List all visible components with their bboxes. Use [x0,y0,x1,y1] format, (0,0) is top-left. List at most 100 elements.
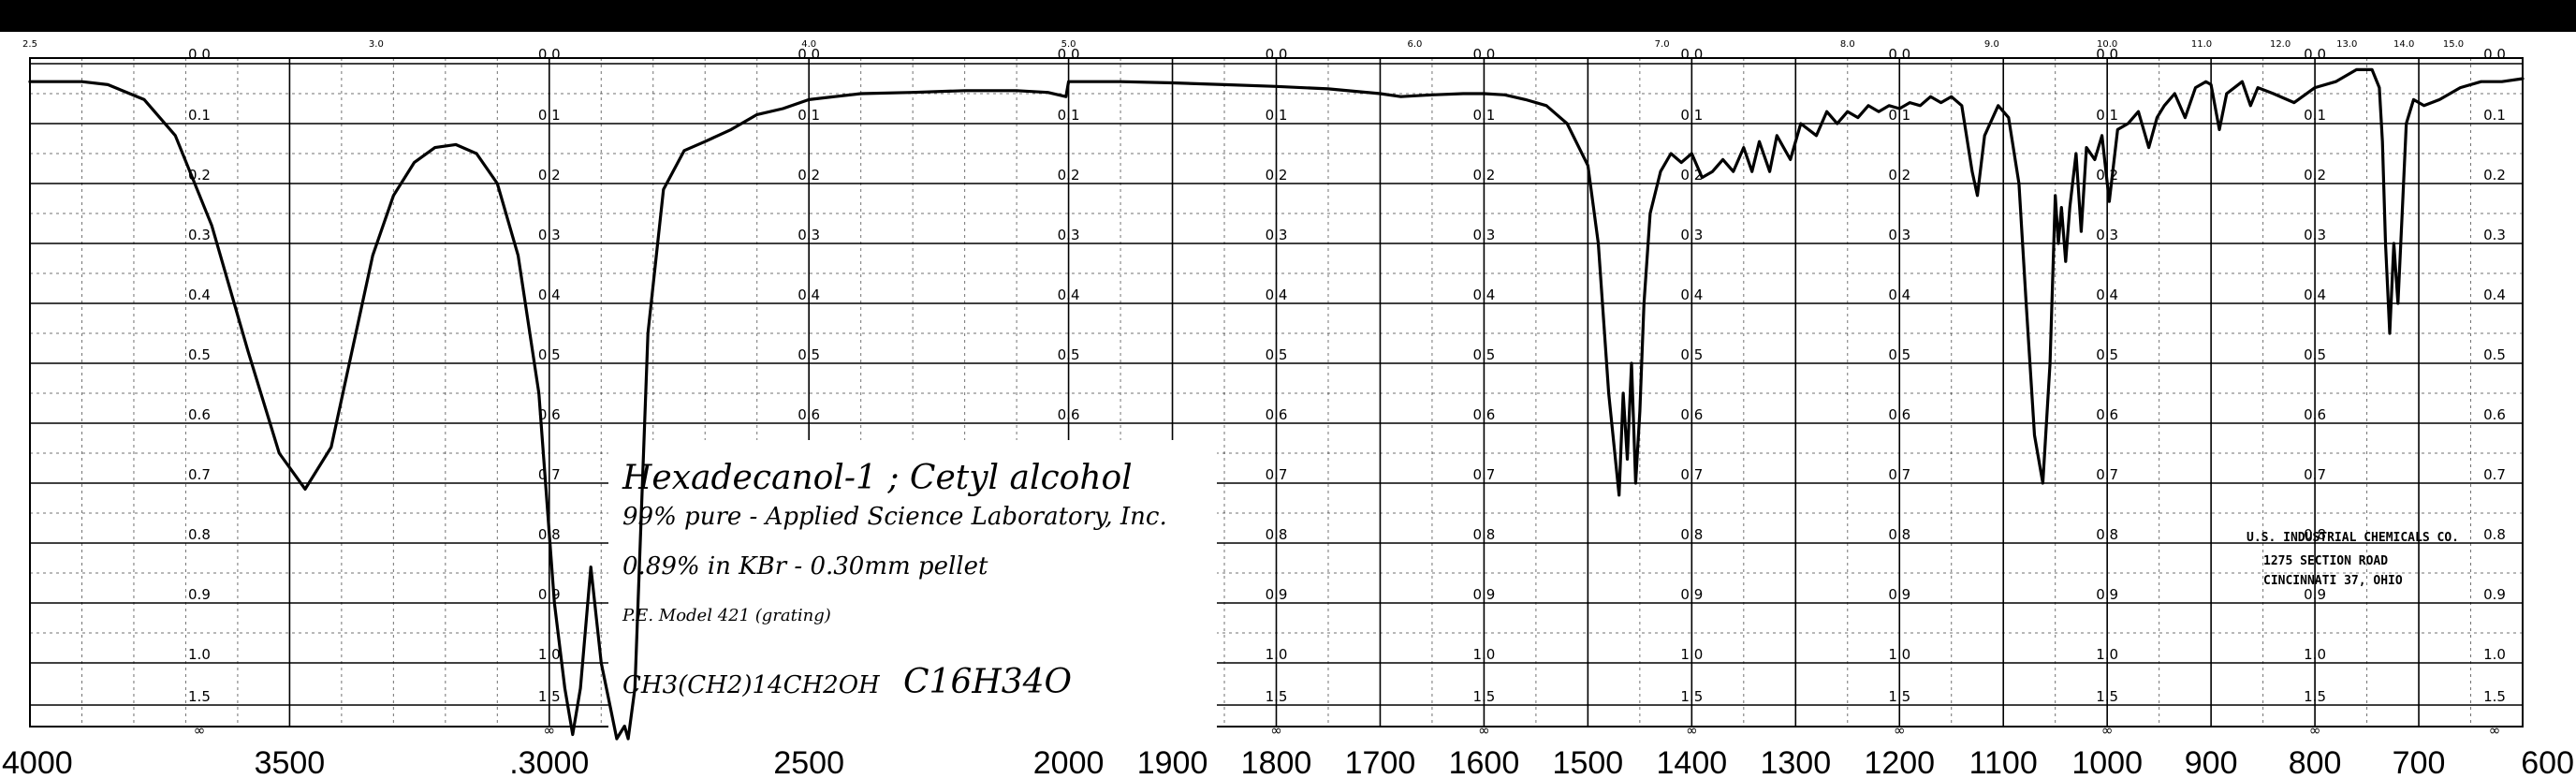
wavelength-tick-label: 12.0 [2270,39,2291,50]
wavenumber-tick-label: 900 [2185,745,2238,779]
absorbance-label: 0.4 [798,287,820,303]
absorbance-label: 1.5 [1680,688,1703,705]
wavenumber-tick-label: 1900 [1137,745,1208,779]
wavenumber-tick-label: .3000 [509,745,589,779]
absorbance-label: 0.0 [2096,46,2118,63]
purity-note: 99% pure - Applied Science Laboratory, I… [622,503,1167,531]
absorbance-label: 0.7 [2096,466,2118,483]
absorbance-label: 0.3 [1680,227,1703,243]
wavenumber-tick-label: 1600 [1449,745,1520,779]
wavenumber-tick-label: 2500 [773,745,844,779]
absorbance-label: 0.0 [1058,46,1080,63]
wavenumber-tick-label: 1200 [1864,745,1935,779]
absorbance-label: 0.0 [798,46,820,63]
wavelength-tick-label: 5.0 [1061,39,1076,50]
absorbance-label: 0.7 [1266,466,1288,483]
absorbance-label: 0.3 [2096,227,2118,243]
absorbance-label: 0.8 [1472,526,1495,543]
absorbance-label: 0.4 [1888,287,1910,303]
absorbance-label: 0.1 [538,107,561,124]
wavelength-tick-label: 9.0 [1984,39,1999,50]
absorbance-label: 0.1 [1472,107,1495,124]
stamp-line-2: 1275 SECTION ROAD [2263,554,2388,568]
chart-grid [29,57,2524,728]
absorbance-label: 0.5 [2483,346,2506,363]
wavelength-tick-label: 6.0 [1407,39,1422,50]
annotation-box: Hexadecanol-1 ; Cetyl alcohol 99% pure -… [608,440,1217,740]
absorbance-label: 1.5 [188,688,211,705]
absorbance-label: 0.1 [1888,107,1910,124]
absorbance-label: 0.9 [2304,586,2326,603]
top-black-bar [0,0,2576,32]
absorbance-label: 1.5 [1472,688,1495,705]
absorbance-label: 0.6 [1472,406,1495,423]
absorbance-label: 0.4 [2096,287,2118,303]
absorbance-label: 0.2 [2483,167,2506,184]
absorbance-label: 0.9 [1266,586,1288,603]
absorbance-label: 0.6 [1266,406,1288,423]
absorbance-label: 0.6 [1680,406,1703,423]
absorbance-label: 0.2 [1888,167,1910,184]
absorbance-label: ∞ [2489,722,2501,739]
absorbance-label: 0.7 [2304,466,2326,483]
absorbance-label: 0.6 [538,406,561,423]
wavenumber-tick-label: 600 [2521,745,2574,779]
absorbance-label: 1.5 [2483,688,2506,705]
absorbance-label: 0.6 [2483,406,2506,423]
absorbance-label: 0.3 [1266,227,1288,243]
absorbance-label: 1.0 [2304,646,2326,663]
wavelength-tick-label: 4.0 [801,39,816,50]
spectrum-line [28,67,2525,741]
wavelength-tick-label: 14.0 [2393,39,2414,50]
absorbance-label: 0.5 [1058,346,1080,363]
absorbance-label: 1.0 [2483,646,2506,663]
wavenumber-tick-label: 3500 [255,745,326,779]
absorbance-label: 0.8 [2483,526,2506,543]
wavenumber-tick-label: 1100 [1969,745,2038,779]
wavenumber-tick-label: 1700 [1345,745,1416,779]
absorbance-label: 0.4 [188,287,211,303]
absorbance-label: 1.5 [1888,688,1910,705]
molecular-formula: C16H34O [903,663,1072,701]
absorbance-label: 0.1 [2096,107,2118,124]
wavenumber-tick-label: 1800 [1241,745,1312,779]
absorbance-label: 0.5 [1888,346,1910,363]
instrument-note: P.E. Model 421 (grating) [622,606,831,625]
absorbance-label: 0.0 [1472,46,1495,63]
absorbance-label: 0.6 [1888,406,1910,423]
absorbance-label: 0.2 [1680,167,1703,184]
absorbance-label: 0.6 [798,406,820,423]
absorbance-label: 0.2 [798,167,820,184]
absorbance-label: 0.4 [1680,287,1703,303]
absorbance-label: 0.9 [2483,586,2506,603]
stamp-line-1: U.S. INDUSTRIAL CHEMICALS CO. [2247,531,2459,545]
absorbance-label: 0.6 [1058,406,1080,423]
absorbance-label: 0.8 [1266,526,1288,543]
absorbance-label: 0.2 [1266,167,1288,184]
absorbance-label: 0.5 [538,346,561,363]
absorbance-label: 0.1 [2304,107,2326,124]
absorbance-label: 0.5 [1266,346,1288,363]
absorbance-label: 0.5 [2096,346,2118,363]
absorbance-label: 0.0 [1680,46,1703,63]
annotation-box-background [608,440,1217,740]
absorbance-label: 0.6 [188,406,211,423]
absorbance-label: 0.1 [1058,107,1080,124]
absorbance-label: 0.4 [1266,287,1288,303]
absorbance-label: 1.5 [2304,688,2326,705]
absorbance-label: 0.4 [2483,287,2506,303]
absorbance-label: ∞ [2101,722,2114,739]
absorbance-label: 0.8 [2096,526,2118,543]
wavenumber-tick-labels: 4000 3500 .3000 2500 2000 1900 1800 1700 1600 150… [2,745,2574,779]
wavelength-tick-label: 10.0 [2097,39,2117,50]
absorbance-label: 1.0 [1472,646,1495,663]
absorbance-label: ∞ [1686,722,1698,739]
wavenumber-tick-label: 800 [2289,745,2342,779]
wavenumber-tick-label: 2000 [1033,745,1105,779]
absorbance-label: 0.7 [1888,466,1910,483]
absorbance-label: 0.1 [1266,107,1288,124]
compound-name: Hexadecanol-1 ; Cetyl alcohol [622,459,1133,497]
absorbance-label: ∞ [194,722,206,739]
absorbance-label: 0.9 [1472,586,1495,603]
absorbance-label: 0.5 [1472,346,1495,363]
